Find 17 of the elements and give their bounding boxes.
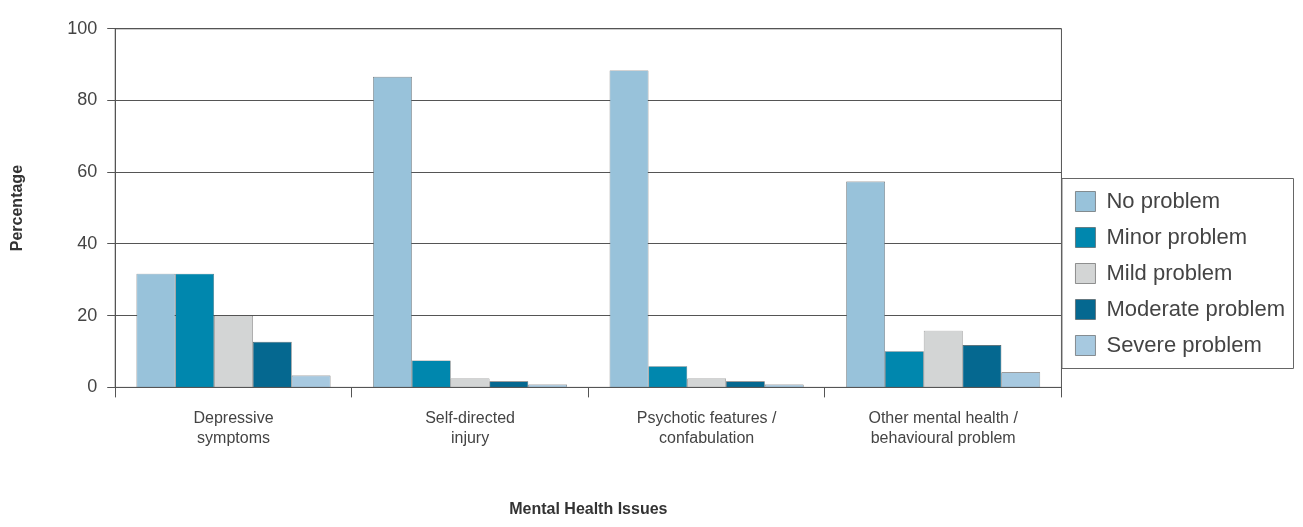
x-tick-label: Depressive symptoms: [193, 409, 274, 446]
x-axis-title: Mental Health Issues: [509, 499, 668, 517]
legend-label: No problem: [1106, 187, 1221, 213]
y-tick-label: 60: [77, 161, 98, 182]
y-tick-label: 20: [77, 304, 98, 325]
y-axis-title: Percentage: [8, 164, 26, 252]
y-tick-label: 40: [77, 232, 98, 253]
x-tick-label: Self-directed injury: [425, 409, 515, 446]
y-tick-label: 100: [67, 17, 98, 38]
x-tick-label: Psychotic features / confabulation: [636, 409, 777, 446]
legend-label: Minor problem: [1106, 223, 1248, 249]
legend-label: Severe problem: [1106, 331, 1262, 357]
legend-label: Mild problem: [1106, 259, 1233, 285]
y-tick-label: 80: [77, 89, 98, 110]
x-tick-label: Other mental health / behavioural problem: [868, 409, 1019, 446]
legend-label: Moderate problem: [1106, 295, 1286, 321]
y-tick-label: 0: [87, 376, 98, 397]
